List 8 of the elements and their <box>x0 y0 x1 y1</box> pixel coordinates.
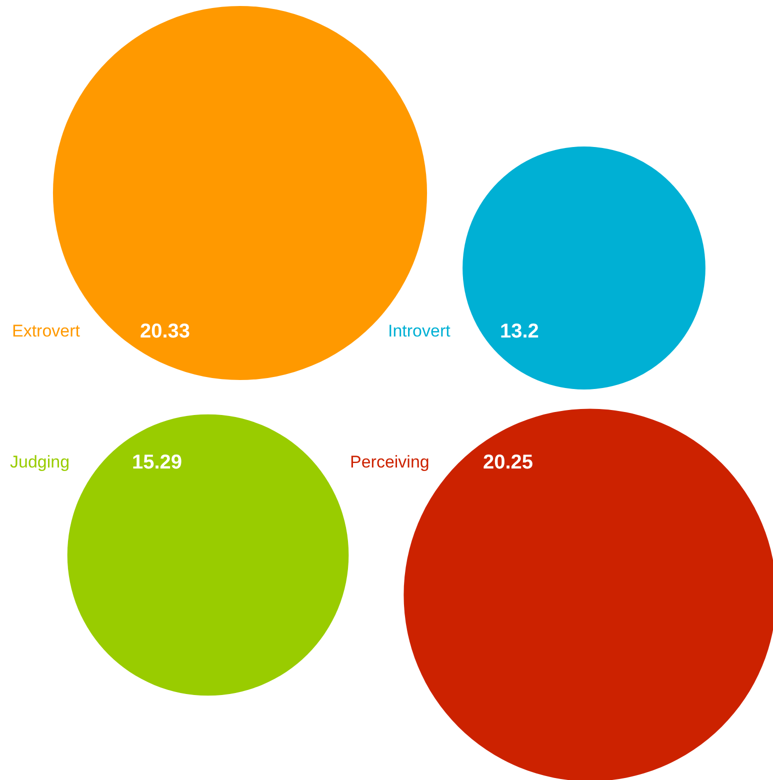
data-label: 20.25 <box>483 451 534 474</box>
category-label: Introvert <box>388 321 451 340</box>
category-label: Extrovert <box>12 321 80 340</box>
data-label: 15.29 <box>132 451 182 474</box>
category-label: Judging <box>10 452 70 472</box>
data-label: 20.33 <box>140 320 190 342</box>
data-label: 13.2 <box>500 320 539 342</box>
category-label: Perceiving <box>350 452 430 472</box>
